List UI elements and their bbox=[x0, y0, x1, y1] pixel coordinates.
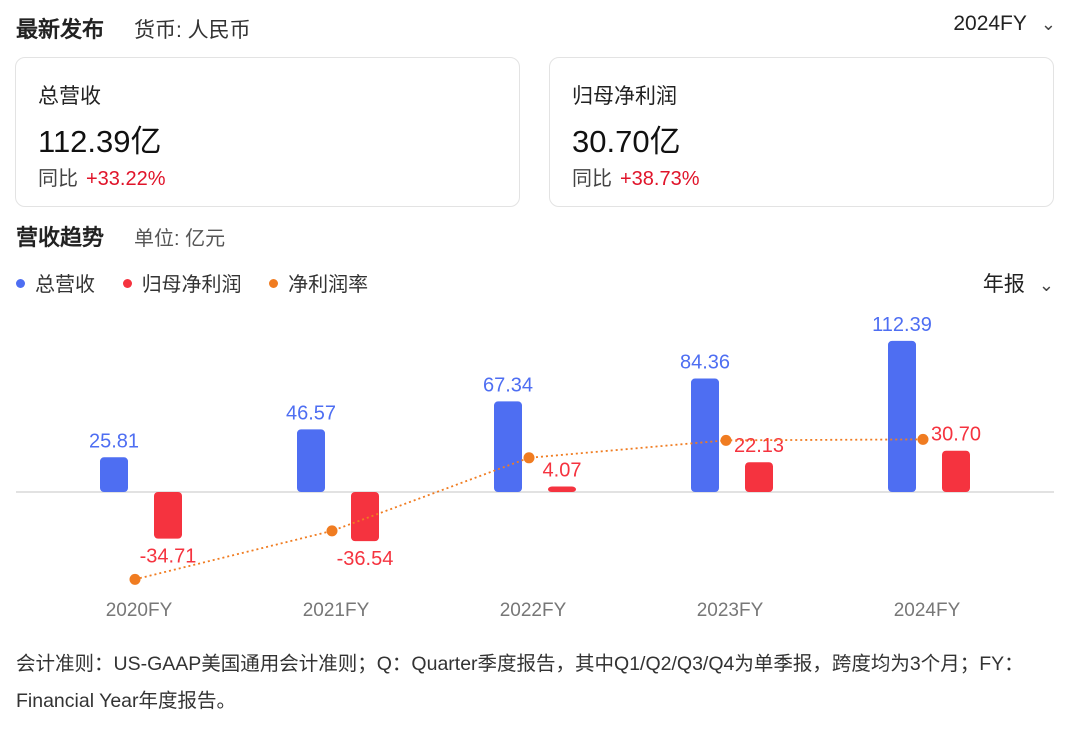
net-profit-card: 归母净利润 30.70亿 同比 +38.73% bbox=[549, 57, 1054, 207]
currency-label: 货币: 人民币 bbox=[134, 19, 251, 42]
revenue-bar bbox=[691, 378, 719, 492]
net-profit-data-label: -34.71 bbox=[140, 546, 197, 568]
net-profit-data-label: 4.07 bbox=[543, 460, 582, 482]
x-tick-label: 2021FY bbox=[303, 600, 370, 621]
net-margin-point bbox=[917, 433, 929, 445]
legend-item-revenue[interactable]: 总营收 bbox=[16, 268, 95, 297]
revenue-label: 总营收 bbox=[38, 85, 101, 108]
net-margin-point bbox=[720, 434, 732, 446]
net-profit-yoy: 同比 +38.73% bbox=[572, 162, 700, 191]
net-profit-label: 归母净利润 bbox=[572, 85, 677, 108]
chart-legend: 总营收 归母净利润 净利润率 bbox=[16, 268, 390, 297]
legend-dot-icon bbox=[122, 279, 132, 289]
page-title: 最新发布 bbox=[16, 17, 105, 42]
net-profit-bar bbox=[942, 450, 970, 492]
revenue-yoy: 同比 +33.22% bbox=[38, 162, 166, 191]
report-type-select[interactable]: 年报 ⌄ bbox=[983, 268, 1054, 298]
legend-dot-icon bbox=[16, 279, 25, 289]
revenue-card: 总营收 112.39亿 同比 +33.22% bbox=[15, 57, 520, 207]
net-profit-data-label: 30.70 bbox=[931, 424, 981, 446]
period-select[interactable]: 2024FY ⌄ bbox=[953, 12, 1056, 36]
revenue-trend-chart: 25.81 -34.71 2020FY 46.57 -36.54 2021FY 67.34 4… bbox=[16, 314, 1054, 621]
accounting-footnote: 会计准则：US-GAAP美国通用会计准则；Q：Quarter季度报告，其中Q1/… bbox=[16, 653, 1024, 712]
revenue-data-label: 67.34 bbox=[483, 374, 533, 396]
trend-unit: 单位: 亿元 bbox=[134, 228, 226, 250]
net-margin-point bbox=[326, 525, 338, 537]
legend-label: 净利润率 bbox=[288, 274, 369, 296]
revenue-data-label: 112.39 bbox=[872, 314, 932, 336]
revenue-bar bbox=[100, 457, 128, 492]
x-tick-label: 2024FY bbox=[894, 600, 961, 621]
revenue-bar bbox=[888, 340, 916, 492]
net-profit-value: 30.70亿 bbox=[572, 124, 681, 159]
trend-title: 营收趋势 bbox=[16, 225, 105, 250]
revenue-bar bbox=[297, 429, 325, 492]
chevron-down-icon: ⌄ bbox=[1038, 275, 1054, 295]
net-profit-yoy-label: 同比 bbox=[572, 168, 612, 190]
net-profit-bar bbox=[548, 486, 576, 492]
net-profit-bar bbox=[745, 462, 773, 492]
revenue-bar bbox=[494, 401, 522, 492]
net-margin-point bbox=[129, 573, 141, 585]
report-type-value: 年报 bbox=[982, 273, 1025, 296]
net-profit-data-label: -36.54 bbox=[337, 548, 394, 570]
net-profit-data-label: 22.13 bbox=[734, 435, 784, 457]
legend-item-net-profit[interactable]: 归母净利润 bbox=[122, 268, 242, 297]
net-margin-line bbox=[134, 438, 924, 581]
legend-label: 归母净利润 bbox=[141, 274, 242, 296]
net-profit-bar bbox=[351, 492, 379, 542]
x-tick-label: 2020FY bbox=[106, 600, 173, 621]
net-margin-point bbox=[523, 452, 535, 464]
net-profit-yoy-value: +38.73% bbox=[620, 168, 700, 190]
x-tick-label: 2022FY bbox=[500, 600, 567, 621]
revenue-data-label: 25.81 bbox=[89, 430, 139, 452]
chevron-down-icon: ⌄ bbox=[1040, 14, 1056, 34]
revenue-value: 112.39亿 bbox=[38, 124, 162, 159]
period-select-value: 2024FY bbox=[953, 12, 1027, 35]
legend-label: 总营收 bbox=[35, 274, 95, 296]
x-tick-label: 2023FY bbox=[697, 600, 764, 621]
revenue-data-label: 46.57 bbox=[286, 402, 336, 424]
revenue-yoy-label: 同比 bbox=[38, 168, 78, 190]
legend-dot-icon bbox=[269, 279, 279, 289]
revenue-yoy-value: +33.22% bbox=[86, 168, 166, 190]
net-profit-bar bbox=[154, 492, 182, 539]
revenue-data-label: 84.36 bbox=[680, 352, 730, 374]
header: 最新发布 货币: 人民币 2024FY ⌄ bbox=[16, 12, 1056, 44]
legend-item-net-margin[interactable]: 净利润率 bbox=[269, 268, 368, 297]
